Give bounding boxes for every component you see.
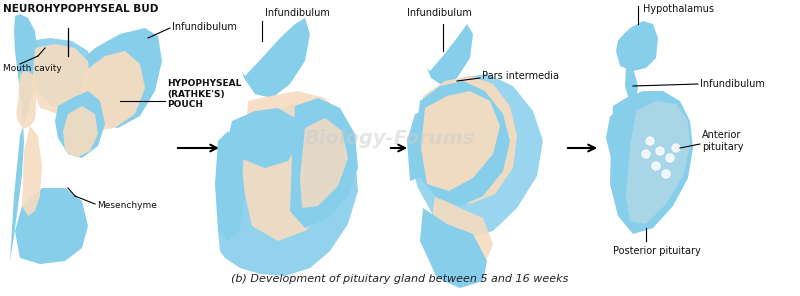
Polygon shape — [242, 91, 352, 241]
Polygon shape — [15, 188, 88, 264]
Polygon shape — [215, 131, 245, 241]
Text: Mesenchyme: Mesenchyme — [97, 202, 157, 210]
Circle shape — [666, 154, 674, 162]
Polygon shape — [417, 76, 517, 204]
Circle shape — [652, 162, 660, 170]
Polygon shape — [218, 104, 358, 276]
Text: Hypothalamus: Hypothalamus — [643, 4, 714, 14]
Polygon shape — [72, 28, 162, 128]
Polygon shape — [242, 18, 310, 98]
Circle shape — [672, 144, 680, 152]
Text: Infundibulum: Infundibulum — [265, 8, 330, 18]
Text: (b) Development of pituitary gland between 5 and 16 weeks: (b) Development of pituitary gland betwe… — [231, 274, 569, 284]
Polygon shape — [300, 118, 348, 208]
Polygon shape — [606, 111, 622, 158]
Polygon shape — [17, 71, 38, 128]
Text: Infundibulum: Infundibulum — [172, 22, 237, 32]
Polygon shape — [228, 108, 300, 168]
Text: NEUROHYPOPHYSEAL BUD: NEUROHYPOPHYSEAL BUD — [3, 4, 158, 14]
Polygon shape — [427, 24, 473, 86]
Text: Posterior pituitary: Posterior pituitary — [613, 246, 701, 256]
Polygon shape — [410, 74, 543, 238]
Circle shape — [656, 147, 664, 155]
Polygon shape — [55, 91, 105, 158]
Polygon shape — [421, 91, 500, 191]
Polygon shape — [22, 126, 42, 216]
Polygon shape — [616, 21, 658, 71]
Polygon shape — [420, 208, 487, 288]
Polygon shape — [415, 81, 510, 206]
Polygon shape — [290, 98, 358, 228]
Text: HYPOPHYSEAL
(RATHKE'S)
POUCH: HYPOPHYSEAL (RATHKE'S) POUCH — [167, 79, 242, 109]
Circle shape — [642, 150, 650, 158]
Polygon shape — [625, 68, 638, 103]
Polygon shape — [430, 196, 493, 274]
Circle shape — [646, 137, 654, 145]
Text: Infundibulum: Infundibulum — [700, 79, 765, 89]
Text: Mouth cavity: Mouth cavity — [3, 64, 62, 73]
Text: Biology-Forums: Biology-Forums — [305, 128, 475, 147]
Polygon shape — [610, 91, 693, 234]
Polygon shape — [626, 101, 690, 224]
Text: Infundibulum: Infundibulum — [407, 8, 472, 18]
Polygon shape — [10, 14, 38, 261]
Polygon shape — [407, 111, 430, 181]
Text: Pars intermedia: Pars intermedia — [482, 71, 559, 81]
Text: Anterior
pituitary: Anterior pituitary — [702, 130, 743, 152]
Polygon shape — [32, 44, 90, 114]
Polygon shape — [20, 38, 95, 111]
Polygon shape — [80, 51, 145, 131]
Circle shape — [662, 170, 670, 178]
Polygon shape — [63, 106, 98, 158]
